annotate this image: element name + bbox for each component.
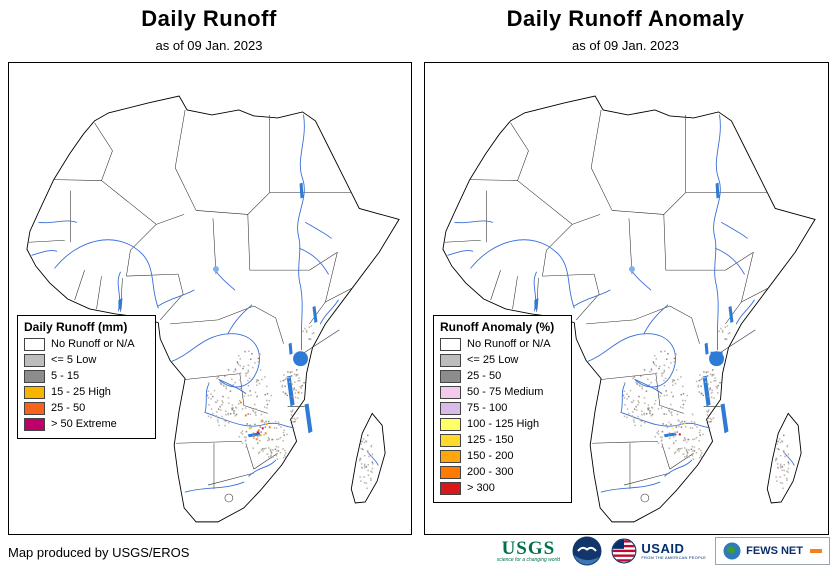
legend-swatch — [24, 418, 45, 431]
legend-label: 100 - 125 High — [467, 418, 540, 430]
legend-item: 150 - 200 — [440, 450, 562, 463]
legend-label: 5 - 15 — [51, 370, 80, 382]
legend-label: No Runoff or N/A — [467, 338, 551, 350]
legend-item: <= 25 Low — [440, 354, 562, 367]
fews-net-globe-icon — [723, 542, 741, 560]
legend-label: 125 - 150 — [467, 434, 514, 446]
anomaly-map-title: Daily Runoff Anomaly — [506, 6, 745, 31]
legend-swatch — [440, 402, 461, 415]
legend-item: No Runoff or N/A — [440, 338, 562, 351]
legend-swatch — [440, 434, 461, 447]
legend-swatch — [440, 386, 461, 399]
legend-label: <= 25 Low — [467, 354, 519, 366]
legend-item: 125 - 150 — [440, 434, 562, 447]
noaa-logo — [572, 536, 602, 566]
legend-item: > 300 — [440, 482, 562, 495]
legend-item: <= 5 Low — [24, 354, 146, 367]
legend-swatch — [440, 418, 461, 431]
legend-swatch — [440, 482, 461, 495]
legend-swatch — [440, 450, 461, 463]
anomaly-legend-title: Runoff Anomaly (%) — [440, 320, 555, 334]
fews-net-orange-mark — [810, 549, 822, 553]
legend-label: 25 - 50 — [467, 370, 502, 382]
legend-swatch — [24, 338, 45, 351]
fews-net-logo: FEWS NET — [715, 537, 830, 565]
runoff-legend-title: Daily Runoff (mm) — [24, 320, 128, 334]
legend-label: > 50 Extreme — [51, 418, 117, 430]
legend-swatch — [24, 386, 45, 399]
usaid-emblem-icon — [611, 538, 637, 564]
legend-swatch — [24, 354, 45, 367]
agency-logos: USGS science for a changing world — [493, 534, 830, 568]
usgs-tagline: science for a changing world — [496, 556, 561, 563]
legend-item: No Runoff or N/A — [24, 338, 146, 351]
legend-label: <= 5 Low — [51, 354, 97, 366]
legend-label: 50 - 75 Medium — [467, 386, 544, 398]
legend-item: 25 - 50 — [24, 402, 146, 415]
anomaly-map-graphic — [442, 95, 816, 523]
legend-swatch — [440, 370, 461, 383]
legend-label: 15 - 25 High — [51, 386, 111, 398]
legend-item: > 50 Extreme — [24, 418, 146, 431]
usgs-wordmark: USGS — [501, 537, 556, 559]
legend-label: 200 - 300 — [467, 466, 514, 478]
usgs-logo: USGS science for a changing world — [493, 537, 563, 563]
runoff-high-cells — [239, 391, 300, 441]
runoff-map-subtitle: as of 09 Jan. 2023 — [155, 38, 263, 53]
legend-swatch — [440, 354, 461, 367]
anomaly-legend: Runoff Anomaly (%) No Runoff or N/A <= 2… — [433, 315, 572, 503]
legend-swatch — [24, 402, 45, 415]
usaid-tagline: FROM THE AMERICAN PEOPLE — [641, 555, 707, 560]
legend-label: 25 - 50 — [51, 402, 86, 414]
legend-item: 50 - 75 Medium — [440, 386, 562, 399]
usaid-logo: USAID FROM THE AMERICAN PEOPLE — [611, 538, 706, 564]
legend-item: 75 - 100 — [440, 402, 562, 415]
usaid-wordmark: USAID — [641, 541, 685, 556]
anomaly-map-subtitle: as of 09 Jan. 2023 — [572, 38, 679, 53]
anomaly-map: Runoff Anomaly (%) No Runoff or N/A <= 2… — [424, 62, 829, 535]
fews-net-wordmark: FEWS NET — [746, 545, 803, 557]
legend-label: 150 - 200 — [467, 450, 514, 462]
legend-label: > 300 — [467, 482, 495, 494]
legend-item: 100 - 125 High — [440, 418, 562, 431]
runoff-legend: Daily Runoff (mm) No Runoff or N/A <= 5 … — [17, 315, 156, 439]
runoff-map: Daily Runoff (mm) No Runoff or N/A <= 5 … — [8, 62, 412, 535]
noaa-seal-icon — [572, 536, 602, 566]
runoff-map-title: Daily Runoff — [141, 6, 277, 31]
map-credit: Map produced by USGS/EROS — [8, 545, 190, 560]
legend-swatch — [24, 370, 45, 383]
legend-label: No Runoff or N/A — [51, 338, 135, 350]
legend-item: 15 - 25 High — [24, 386, 146, 399]
legend-label: 75 - 100 — [467, 402, 508, 414]
legend-item: 5 - 15 — [24, 370, 146, 383]
legend-swatch — [440, 338, 461, 351]
anomaly-high-cells — [667, 351, 784, 472]
legend-swatch — [440, 466, 461, 479]
legend-item: 25 - 50 — [440, 370, 562, 383]
runoff-map-graphic — [26, 95, 400, 523]
legend-item: 200 - 300 — [440, 466, 562, 479]
